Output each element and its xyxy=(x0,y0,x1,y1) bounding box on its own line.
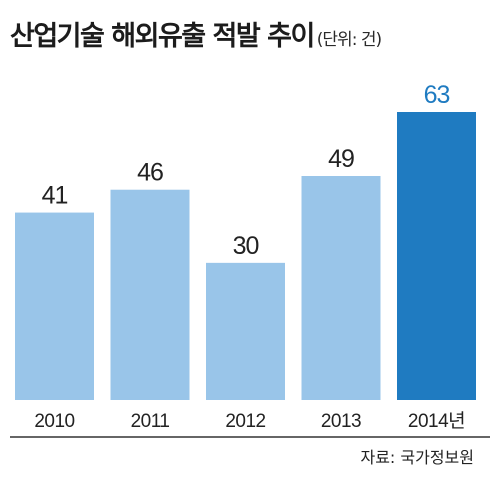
bar-3 xyxy=(206,262,285,400)
category-label: 2014년 xyxy=(408,410,465,432)
unit-label: (단위: 건) xyxy=(316,30,382,50)
source-note: 자료: 국가정보원 xyxy=(360,448,474,467)
bar-2 xyxy=(110,189,190,400)
chart-title: 산업기술 해외유출 적발 추이 xyxy=(10,21,315,52)
data-label: 63 xyxy=(424,81,450,109)
data-label: 49 xyxy=(328,145,354,173)
bar-5 xyxy=(397,112,476,400)
data-label: 41 xyxy=(42,182,68,210)
category-label: 2012 xyxy=(225,411,265,432)
bar-4 xyxy=(301,176,381,400)
bar-1 xyxy=(15,212,94,400)
category-label: 2011 xyxy=(131,411,170,432)
category-label: 2013 xyxy=(321,411,361,432)
category-label: 2010 xyxy=(34,411,74,432)
data-label: 30 xyxy=(233,232,259,260)
chart-title-block: 산업기술 해외유출 적발 추이 (단위: 건) xyxy=(10,14,382,53)
data-label: 46 xyxy=(137,159,163,187)
